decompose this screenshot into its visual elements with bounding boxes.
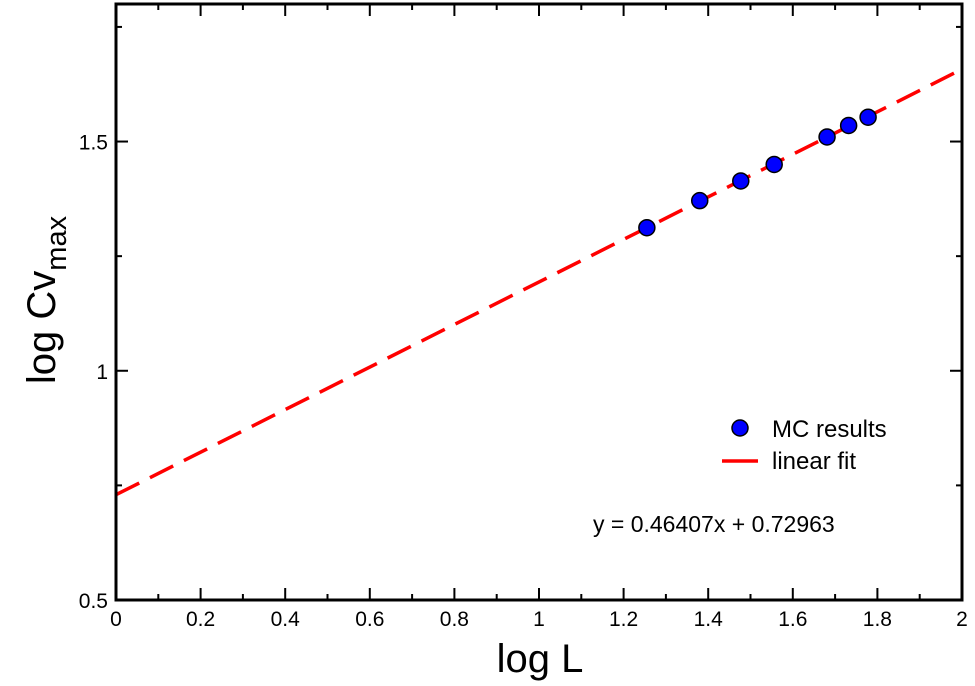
data-point	[818, 128, 836, 146]
data-point	[859, 108, 877, 126]
data-point	[839, 116, 858, 135]
y-axis-title-main: log Cv	[20, 271, 64, 384]
fit-line	[115, 67, 963, 497]
y-axis-title: log Cvmax	[20, 215, 73, 384]
x-tick-label: 1.8	[863, 608, 892, 631]
x-tick-label: 1.4	[694, 608, 724, 631]
x-axis-title: log L	[497, 637, 584, 681]
x-tick-label: 0.6	[355, 608, 384, 631]
legend-label-linear-fit: linear fit	[772, 448, 856, 475]
data-point	[732, 172, 750, 190]
data-point	[638, 218, 656, 237]
x-tick-label: 2	[956, 608, 968, 631]
fit-equation: y = 0.46407x + 0.72963	[593, 511, 835, 537]
x-tick-label: 0.2	[186, 608, 215, 631]
x-tick-label: 1	[533, 608, 545, 631]
legend-marker-mc-results	[731, 419, 749, 437]
x-tick-label: 1.2	[609, 608, 638, 631]
fit-layer	[115, 67, 963, 497]
x-tick-label: 0	[110, 608, 122, 631]
x-tick-label: 1.6	[778, 608, 807, 631]
points-layer	[638, 108, 877, 237]
y-tick-labels: 0.5 1 1.5	[79, 132, 108, 613]
legend-label-mc-results: MC results	[772, 416, 887, 443]
x-tick-labels: 0 0.2 0.4 0.6 0.8 1 1.2 1.4 1.6 1.8 2	[110, 608, 968, 631]
y-tick-label: 1.5	[79, 132, 108, 155]
x-tick-label: 0.8	[440, 608, 469, 631]
plot-frame	[114, 2, 964, 602]
ticks-layer	[115, 4, 963, 601]
y-tick-label: 1	[96, 361, 108, 384]
data-point	[765, 155, 783, 174]
legend: MC results linear fit	[722, 416, 887, 475]
y-axis-title-subscript: max	[41, 215, 73, 270]
y-tick-label: 0.5	[79, 590, 108, 613]
data-point	[690, 191, 709, 210]
x-tick-label: 0.4	[271, 608, 301, 631]
